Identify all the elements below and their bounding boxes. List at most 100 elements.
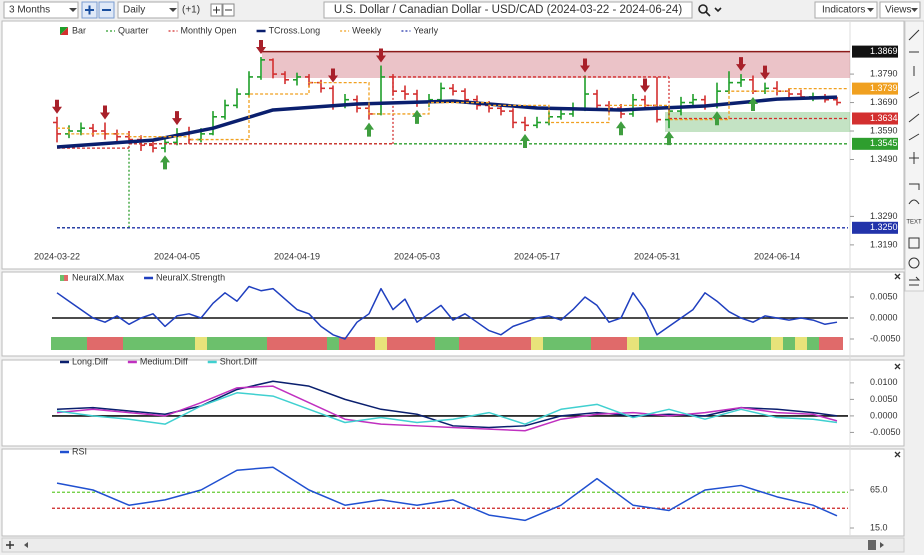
- dropdown-arrow: [867, 8, 874, 12]
- sell-arrow: [760, 65, 770, 80]
- y-tick-label: 65.0: [870, 484, 888, 494]
- tool-icon[interactable]: [908, 29, 920, 205]
- legend-label: Monthly Open: [181, 25, 237, 35]
- price-label-bg: [852, 137, 898, 150]
- resistance-zone: [262, 52, 850, 78]
- scrollbar[interactable]: [1, 537, 905, 553]
- dropdown-arrow: [69, 8, 77, 12]
- strip-cell: [675, 337, 687, 350]
- strip-cell: [627, 337, 639, 350]
- price-label-bg: [852, 221, 898, 234]
- text-tool[interactable]: TEXT: [906, 220, 922, 226]
- strip-cell: [591, 337, 603, 350]
- scroll-thumb[interactable]: [868, 540, 876, 550]
- search-icon: [705, 7, 722, 17]
- y-tick-label: 1.3790: [870, 68, 898, 78]
- y-tick-label: 1.3290: [870, 211, 898, 221]
- price-label: 1.3545: [870, 138, 898, 148]
- plus-icon: [85, 5, 94, 15]
- strip-cell: [687, 337, 699, 350]
- legend-icon: [60, 27, 68, 35]
- y-tick-label: 15.0: [870, 522, 888, 532]
- chart-title: U.S. Dollar / Canadian Dollar - USD/CAD …: [334, 4, 683, 16]
- sell-arrow: [328, 68, 338, 83]
- add-icon[interactable]: [6, 541, 14, 549]
- strip-cell: [291, 337, 303, 350]
- rect-tool[interactable]: [908, 237, 920, 249]
- legend-label: NeuralX.Strength: [156, 272, 225, 282]
- sell-arrow: [736, 57, 746, 72]
- strip-cell: [363, 337, 375, 350]
- strip-cell: [399, 337, 411, 350]
- y-tick-label: 0.0000: [870, 410, 898, 420]
- strip-cell: [51, 337, 63, 350]
- strip-cell: [615, 337, 627, 350]
- strip-cell: [339, 337, 351, 350]
- strip-cell: [795, 337, 807, 350]
- toolbar: 3 Months Daily (+1) U.S. Dollar / Canadi…: [0, 0, 924, 20]
- tool-icon[interactable]: [909, 276, 921, 286]
- y-tick-label: -0.0050: [870, 427, 901, 437]
- buy-arrow: [412, 109, 422, 124]
- strip-cell: [495, 337, 507, 350]
- circle-tool[interactable]: [908, 257, 920, 269]
- views-button[interactable]: [879, 1, 921, 19]
- legend-label: NeuralX.Max: [72, 272, 125, 282]
- strip-cell: [771, 337, 783, 350]
- strip-cell: [819, 337, 831, 350]
- legend-label: Medium.Diff: [140, 356, 188, 366]
- y-tick-label: 1.3690: [870, 97, 898, 107]
- strip-cell: [387, 337, 399, 350]
- close-icon[interactable]: [894, 273, 901, 458]
- strip-cell: [75, 337, 87, 350]
- search-icon[interactable]: [698, 4, 708, 14]
- legend-label: Short.Diff: [220, 356, 258, 366]
- series-line: [56, 385, 838, 432]
- y-tick-label: 1.3490: [870, 154, 898, 164]
- strip-cell: [543, 337, 555, 350]
- offset-text: (+1): [182, 5, 200, 16]
- x-tick-label: 2024-03-22: [34, 251, 80, 261]
- price-label: 1.3869: [870, 46, 898, 56]
- strip-cell: [315, 337, 327, 350]
- strip-cell: [183, 337, 195, 350]
- indicators-button[interactable]: [814, 1, 878, 19]
- range-select[interactable]: [3, 1, 79, 19]
- views-text: Views: [885, 5, 912, 16]
- strip-cell: [147, 337, 159, 350]
- y-tick-label: -0.0050: [870, 333, 901, 343]
- strip-cell: [567, 337, 579, 350]
- strip-cell: [195, 337, 207, 350]
- drawing-toolbar: TEXT: [904, 20, 924, 292]
- buy-arrow: [616, 121, 626, 136]
- sell-arrow: [52, 99, 62, 114]
- strip-cell: [507, 337, 519, 350]
- strip-cell: [435, 337, 447, 350]
- price-label: 1.3634: [870, 113, 898, 123]
- buy-arrow: [160, 155, 170, 170]
- x-tick-label: 2024-04-19: [274, 251, 320, 261]
- x-tick-label: 2024-05-03: [394, 251, 440, 261]
- strip-cell: [159, 337, 171, 350]
- buy-arrow: [712, 111, 722, 126]
- y-tick-label: 0.0100: [870, 377, 898, 387]
- strip-cell: [411, 337, 423, 350]
- y-tick-label: 0.0050: [870, 394, 898, 404]
- strip-cell: [735, 337, 747, 350]
- price-label: 1.3250: [870, 222, 898, 232]
- buy-arrow: [664, 131, 674, 146]
- legend-label: Weekly: [352, 25, 382, 35]
- strip-cell: [711, 337, 723, 350]
- strip-cell: [123, 337, 135, 350]
- legend-label: Long.Diff: [72, 356, 108, 366]
- legend-icon: [64, 275, 68, 281]
- y-tick-label: 0.0000: [870, 312, 898, 322]
- price-label-bg: [852, 82, 898, 95]
- strip-cell: [759, 337, 771, 350]
- strip-cell: [243, 337, 255, 350]
- strip-cell: [171, 337, 183, 350]
- interval-text: Daily: [123, 5, 145, 16]
- strip-cell: [783, 337, 795, 350]
- strip-cell: [351, 337, 363, 350]
- interval-select[interactable]: [117, 1, 179, 19]
